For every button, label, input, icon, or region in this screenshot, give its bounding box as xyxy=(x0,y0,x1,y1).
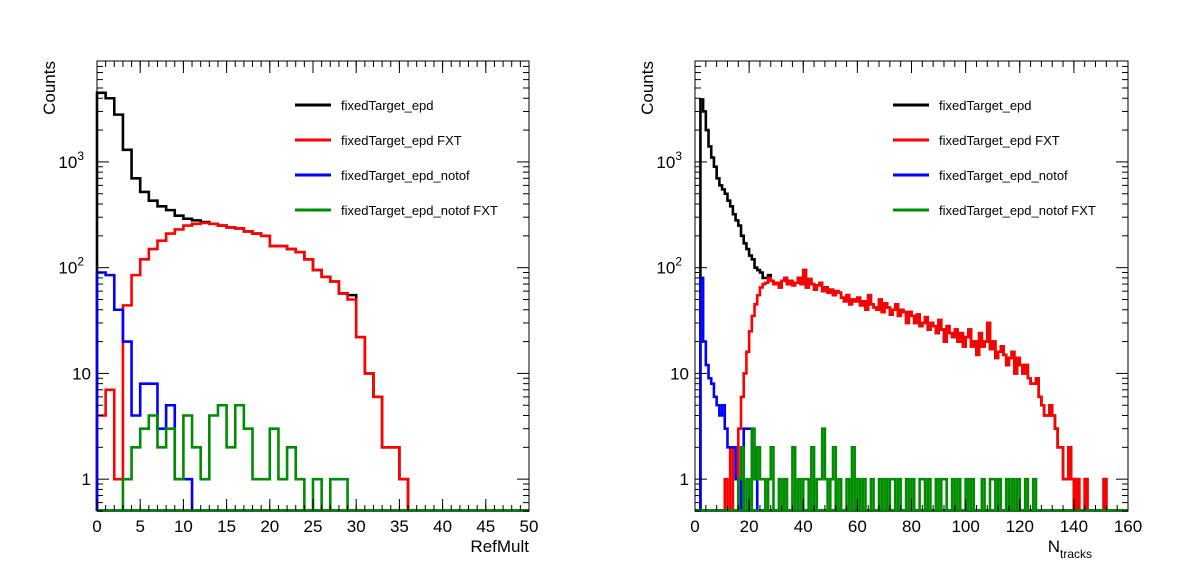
y-tick-label: 10 xyxy=(72,364,91,383)
legend-label-3: fixedTarget_epd_notof FXT xyxy=(341,203,498,218)
y-tick-label: 102 xyxy=(58,255,84,278)
y-tick-label: 103 xyxy=(656,149,682,172)
x-tick-label: 40 xyxy=(794,517,813,536)
x-tick-label: 0 xyxy=(92,517,101,536)
x-tick-label: 160 xyxy=(1114,517,1142,536)
y-tick-label: 10 xyxy=(670,364,689,383)
legend-label-2: fixedTarget_epd_notof xyxy=(341,168,470,183)
histogram-series-1 xyxy=(95,221,529,512)
x-tick-label: 35 xyxy=(390,517,409,536)
x-axis-title: Ntracks xyxy=(1048,537,1092,561)
x-tick-label: 20 xyxy=(740,517,759,536)
x-tick-label: 10 xyxy=(174,517,193,536)
histogram-series-3 xyxy=(695,427,1128,512)
x-tick-label: 50 xyxy=(520,517,539,536)
y-tick-label: 1 xyxy=(82,470,91,489)
x-axis-title-main: N xyxy=(1048,537,1060,556)
x-axis-title: RefMult xyxy=(470,537,529,556)
y-axis-title: Counts xyxy=(40,61,59,115)
plot-frame xyxy=(694,60,1129,512)
x-tick-label: 25 xyxy=(304,517,323,536)
legend-label-0: fixedTarget_epd xyxy=(341,98,434,113)
plot-frame xyxy=(96,60,530,512)
x-tick-label: 80 xyxy=(902,517,921,536)
x-tick-label: 140 xyxy=(1060,517,1088,536)
x-tick-label: 5 xyxy=(135,517,144,536)
legend: fixedTarget_epd fixedTarget_epd FXT fixedT… xyxy=(295,98,498,218)
legend: fixedTarget_epd fixedTarget_epd FXT fixedT… xyxy=(893,98,1096,218)
histogram-series-3 xyxy=(97,403,529,512)
x-tick-label: 100 xyxy=(951,517,979,536)
x-tick-label: 45 xyxy=(476,517,495,536)
y-tick-label: 1 xyxy=(680,470,689,489)
y-axis-title: Counts xyxy=(638,61,657,115)
left-panel: 0 5 10 15 20 25 30 35 40 45 50 1 10 102 103 Counts RefMu… xyxy=(40,60,539,556)
y-tick-label: 103 xyxy=(58,149,84,172)
x-tick-label: 60 xyxy=(848,517,867,536)
right-panel: 0 20 40 60 80 100 120 140 160 1 10 102 103 Counts Ntra… xyxy=(638,60,1142,561)
x-tick-label: 20 xyxy=(260,517,279,536)
legend-label-1: fixedTarget_epd FXT xyxy=(939,133,1060,148)
legend-label-2: fixedTarget_epd_notof xyxy=(939,168,1068,183)
x-tick-label: 15 xyxy=(217,517,236,536)
x-axis-title-subscript: tracks xyxy=(1060,547,1092,561)
legend-label-0: fixedTarget_epd xyxy=(939,98,1032,113)
x-tick-label: 40 xyxy=(433,517,452,536)
x-tick-label: 0 xyxy=(690,517,699,536)
y-tick-label: 102 xyxy=(656,255,682,278)
legend-label-3: fixedTarget_epd_notof FXT xyxy=(939,203,1096,218)
histogram-series-2 xyxy=(95,271,529,512)
x-tick-label: 120 xyxy=(1006,517,1034,536)
x-tick-label: 30 xyxy=(347,517,366,536)
legend-label-1: fixedTarget_epd FXT xyxy=(341,133,462,148)
